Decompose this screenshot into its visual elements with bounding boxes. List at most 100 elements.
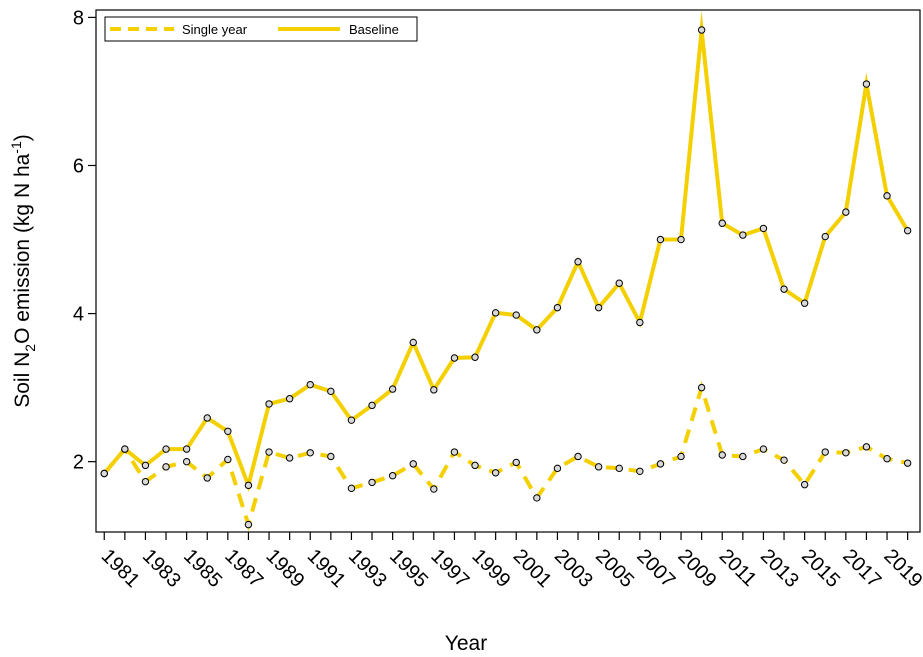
data-point-baseline [224, 427, 232, 436]
data-point-single-year [162, 463, 170, 471]
data-point-baseline [718, 219, 726, 227]
data-point-baseline [368, 401, 376, 410]
data-point-baseline [739, 231, 747, 239]
data-point-single-year [265, 448, 273, 456]
x-tick-label: 1981 [97, 545, 144, 592]
y-axis-title: Soil N2O emission (kg N ha-1) [8, 134, 38, 408]
data-point-baseline [759, 224, 768, 233]
data-point-single-year [800, 480, 809, 489]
data-point-baseline [265, 400, 273, 408]
data-point-single-year [574, 452, 582, 461]
x-tick-label: 1987 [220, 545, 267, 592]
data-point-single-year [821, 448, 829, 456]
y-axis: 2 4 6 8 [73, 7, 96, 474]
data-point-single-year [533, 494, 541, 502]
data-point-baseline [677, 235, 685, 244]
data-point-single-year [409, 460, 417, 468]
data-point-single-year [347, 484, 356, 493]
data-point-baseline [615, 279, 623, 287]
data-point-baseline [471, 353, 479, 361]
x-tick-label: 2009 [674, 545, 721, 592]
data-point-single-year [636, 467, 644, 475]
data-point-baseline [388, 385, 397, 393]
data-point-baseline [203, 414, 211, 422]
x-tick-label: 2007 [632, 545, 679, 592]
data-point-baseline [903, 226, 912, 235]
data-point-baseline [285, 395, 294, 403]
x-tick-label: 2017 [838, 545, 885, 592]
x-tick-label: 1985 [179, 545, 226, 592]
points-layer [100, 26, 912, 529]
x-tick-label: 1983 [138, 545, 185, 592]
data-point-single-year [759, 445, 768, 453]
data-point-baseline [450, 354, 459, 362]
plot-frame [95, 9, 921, 533]
data-point-single-year [491, 469, 500, 477]
x-tick-label: 2019 [880, 545, 923, 592]
legend-label-single-year: Single year [182, 22, 248, 37]
data-point-single-year [450, 448, 459, 456]
x-axis: 1981198319851987198919911993199519971999… [97, 532, 923, 592]
series-line-baseline [102, 10, 910, 493]
data-point-baseline [141, 461, 150, 470]
data-point-baseline [800, 299, 809, 307]
data-point-single-year [512, 458, 520, 467]
data-point-baseline [306, 380, 314, 389]
y-tick-label: 6 [73, 155, 84, 177]
data-point-baseline [533, 326, 541, 334]
data-point-single-year [883, 454, 891, 463]
y-tick-label: 2 [73, 452, 84, 474]
x-tick-label: 1995 [385, 545, 432, 592]
data-point-baseline [182, 445, 191, 453]
data-point-baseline [780, 285, 788, 293]
data-point-baseline [821, 232, 829, 241]
x-tick-label: 1993 [344, 545, 391, 592]
data-point-baseline [491, 309, 500, 317]
data-point-single-year [780, 456, 788, 464]
data-point-single-year [553, 464, 562, 473]
x-tick-label: 2003 [550, 545, 597, 592]
x-tick-label: 2011 [715, 545, 761, 591]
data-point-single-year [388, 472, 397, 480]
data-point-single-year [306, 449, 314, 457]
data-point-baseline [656, 235, 665, 244]
data-point-single-year [903, 459, 912, 467]
data-point-single-year [739, 452, 747, 461]
x-tick-label: 1989 [262, 545, 309, 592]
x-tick-label: 2005 [591, 545, 638, 592]
data-point-baseline [327, 387, 335, 396]
data-point-baseline [162, 445, 170, 453]
y-tick-label: 8 [73, 7, 84, 29]
data-point-single-year [471, 461, 479, 470]
data-point-single-year [244, 520, 253, 529]
data-point-single-year [368, 478, 376, 487]
data-point-baseline [100, 469, 108, 478]
data-point-single-year [656, 460, 665, 468]
data-point-baseline [883, 192, 891, 200]
data-point-single-year [430, 485, 438, 493]
data-point-baseline [574, 258, 582, 266]
legend: Single year Baseline [104, 16, 418, 42]
data-point-single-year [224, 455, 232, 464]
data-point-single-year [615, 464, 623, 473]
series-line-single-year [102, 380, 909, 532]
data-point-single-year [285, 454, 294, 462]
data-point-single-year [842, 449, 850, 457]
x-tick-label: 1991 [303, 545, 350, 592]
x-tick-label: 2001 [509, 545, 556, 592]
data-point-single-year [697, 383, 706, 392]
legend-label-baseline: Baseline [349, 22, 399, 37]
data-point-baseline [553, 303, 562, 312]
data-point-baseline [697, 26, 706, 34]
data-point-single-year [594, 463, 603, 471]
data-point-single-year [327, 452, 335, 461]
data-point-baseline [842, 208, 850, 216]
data-point-baseline [636, 318, 644, 327]
data-point-single-year [862, 443, 871, 451]
data-point-baseline [862, 80, 871, 88]
x-tick-label: 2013 [756, 545, 803, 592]
data-point-baseline [121, 445, 129, 453]
x-tick-label: 1997 [426, 545, 473, 592]
data-point-single-year [718, 451, 726, 459]
